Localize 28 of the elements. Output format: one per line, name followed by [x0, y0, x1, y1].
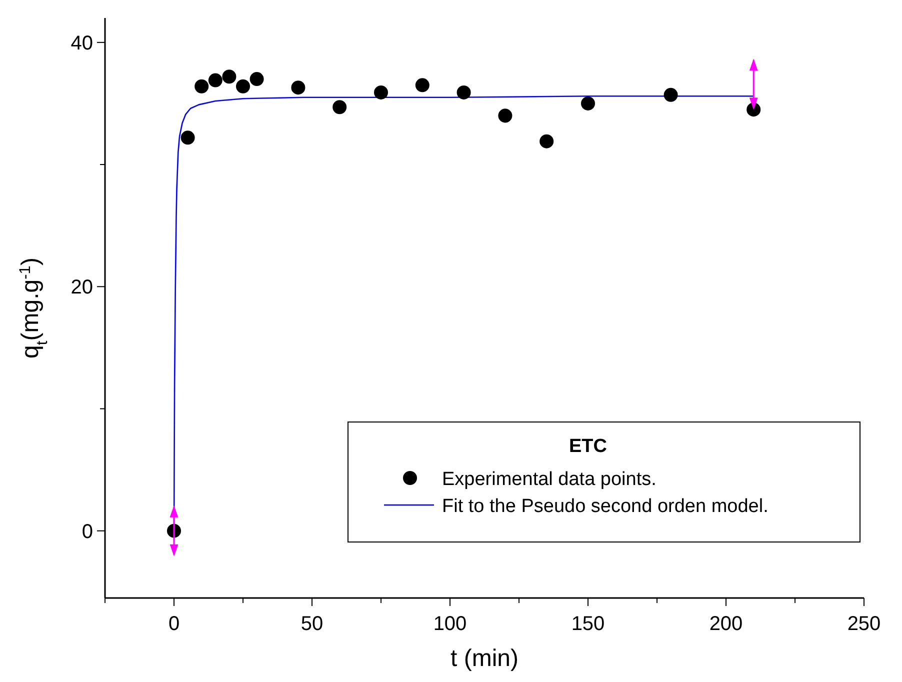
x-tick-label: 200 — [709, 613, 743, 635]
point — [664, 88, 678, 102]
point — [236, 79, 250, 94]
x-tick-label: 50 — [300, 613, 324, 635]
point — [180, 130, 195, 145]
x-tick-label: 0 — [168, 613, 180, 635]
point — [250, 72, 264, 86]
point — [415, 78, 430, 92]
y-tick-label: 0 — [82, 520, 93, 543]
y-tick-label: 40 — [70, 32, 93, 54]
point — [222, 70, 236, 84]
point — [332, 100, 347, 114]
point — [540, 134, 554, 148]
point — [291, 80, 306, 95]
legend-label: Fit to the Pseudo second orden model. — [442, 496, 768, 517]
point — [581, 96, 595, 110]
point — [498, 108, 512, 123]
point — [374, 85, 388, 100]
x-tick-label: 250 — [847, 613, 881, 635]
x-axis-title: t (min) — [450, 645, 518, 672]
y-tick-label: 20 — [70, 276, 93, 299]
legend-title: ETC — [569, 436, 608, 457]
x-tick-label: 100 — [433, 613, 467, 635]
point — [208, 73, 222, 88]
point — [194, 79, 209, 94]
legend-label: Experimental data points. — [442, 469, 656, 490]
point — [456, 85, 471, 100]
x-tick-label: 150 — [571, 613, 605, 635]
